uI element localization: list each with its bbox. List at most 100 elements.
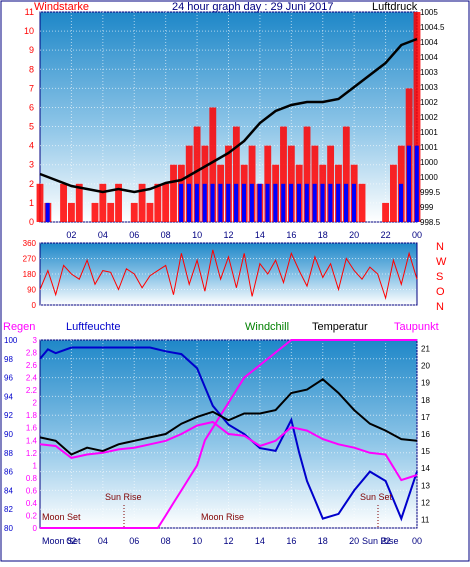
windchill-label: Windchill [245, 321, 289, 333]
x-tick: 04 [98, 536, 108, 546]
temperature-tick: 11 [421, 515, 430, 524]
gust-bar [312, 183, 317, 222]
sun-set-annotation: Sun Set [360, 492, 393, 502]
y-right-tick: 1002 [420, 113, 438, 122]
gust-bar [304, 183, 309, 222]
rain-tick: 0.4 [26, 499, 38, 508]
humidity-series [39, 346, 418, 522]
wind-bar [342, 126, 350, 222]
wind-bar [193, 126, 201, 222]
rain-tick: 0.6 [26, 486, 38, 495]
wind-bar [99, 183, 107, 222]
wind-bar [162, 183, 170, 222]
y-right-tick: 1000 [420, 158, 438, 167]
gust-bar [414, 145, 419, 222]
x-tick: 12 [223, 536, 233, 546]
direction-tick: 0 [32, 301, 37, 310]
x-tick: 12 [223, 230, 233, 240]
gust-bar [45, 202, 50, 222]
gust-bar [234, 183, 239, 222]
humidity-tick: 98 [4, 355, 13, 364]
rain-tick: 0.2 [26, 511, 38, 520]
rain-tick: 2.4 [26, 374, 38, 383]
wind-direction-plot-area [39, 242, 418, 306]
wind-direction-series [39, 249, 418, 301]
x-tick: 22 [381, 536, 391, 546]
rain-tick: 1 [33, 461, 38, 470]
gust-bar [202, 183, 207, 222]
y-right-tick: 1004.5 [420, 23, 445, 32]
gust-bar [399, 183, 404, 222]
gust-bar [344, 183, 349, 222]
sun-rise-annotation-2: Sun Rise [362, 536, 399, 546]
gust-bar [296, 183, 302, 222]
rain-series [40, 339, 417, 529]
temperature-tick: 20 [421, 362, 430, 371]
direction-tick: 180 [23, 270, 37, 279]
humidity-tick: 80 [4, 524, 13, 533]
rain-tick: 1.8 [26, 411, 38, 420]
x-tick: 20 [349, 536, 359, 546]
gust-bar [351, 183, 356, 222]
rain-tick: 3 [33, 336, 38, 345]
y-left-tick: 10 [24, 26, 34, 36]
gust-bar [289, 183, 294, 222]
y-right-tick: 1001 [420, 143, 438, 152]
direction-tick: 270 [23, 255, 37, 264]
y-left-tick: 8 [29, 64, 34, 74]
humidity-tick: 82 [4, 505, 13, 514]
humidity-tick: 92 [4, 411, 13, 420]
wind-bar [154, 183, 162, 222]
x-tick: 20 [349, 230, 359, 240]
windstarke-label: Windstarke [34, 1, 89, 13]
x-tick: 10 [192, 230, 202, 240]
y-left-tick: 7 [29, 83, 34, 93]
wind-bar [67, 202, 75, 222]
gust-bar [249, 183, 254, 222]
gust-bar [328, 183, 333, 222]
compass-label: W [436, 256, 447, 268]
rain-tick: 1.6 [26, 424, 38, 433]
x-tick: 16 [286, 536, 296, 546]
gust-bar [179, 183, 184, 222]
x-tick: 22 [381, 230, 391, 240]
temperature-tick: 19 [421, 379, 430, 388]
y-right-tick: 1005.5 [420, 0, 445, 2]
rain-tick: 2.8 [26, 349, 38, 358]
x-tick: 06 [129, 230, 139, 240]
wind-bar [130, 202, 138, 222]
x-tick: 18 [318, 536, 328, 546]
wind-bar [232, 126, 240, 222]
gust-bar [194, 183, 199, 222]
temperature-tick: 21 [421, 345, 430, 354]
compass-label: S [436, 271, 443, 283]
temperature-series [39, 378, 418, 456]
wind-bar [280, 126, 287, 222]
humidity-tick: 86 [4, 468, 13, 477]
wind-bar [138, 183, 146, 222]
luftdruck-label: Luftdruck [372, 1, 418, 13]
gust-bar [218, 183, 223, 222]
compass-label: N [436, 301, 444, 313]
temperature-tick: 17 [421, 413, 430, 422]
humidity-tick: 94 [4, 392, 13, 401]
rain-tick: 1.4 [26, 436, 38, 445]
rain-tick: 2 [33, 399, 38, 408]
moon-rise-annotation: Moon Rise [201, 512, 244, 522]
gust-bar [281, 183, 286, 222]
gust-bar [210, 183, 215, 222]
wind-bar [107, 202, 115, 222]
gust-bar [257, 183, 262, 222]
gust-bar [273, 183, 278, 222]
dewpoint-series [39, 420, 418, 482]
rain-tick: 2.6 [26, 361, 38, 370]
humidity-tick: 90 [4, 430, 13, 439]
regen-label: Regen [3, 321, 35, 333]
y-left-tick: 5 [29, 122, 34, 132]
wind-bar [75, 183, 83, 222]
y-right-tick: 1003 [420, 68, 438, 77]
humidity-tick: 88 [4, 449, 13, 458]
temperature-tick: 15 [421, 447, 430, 456]
